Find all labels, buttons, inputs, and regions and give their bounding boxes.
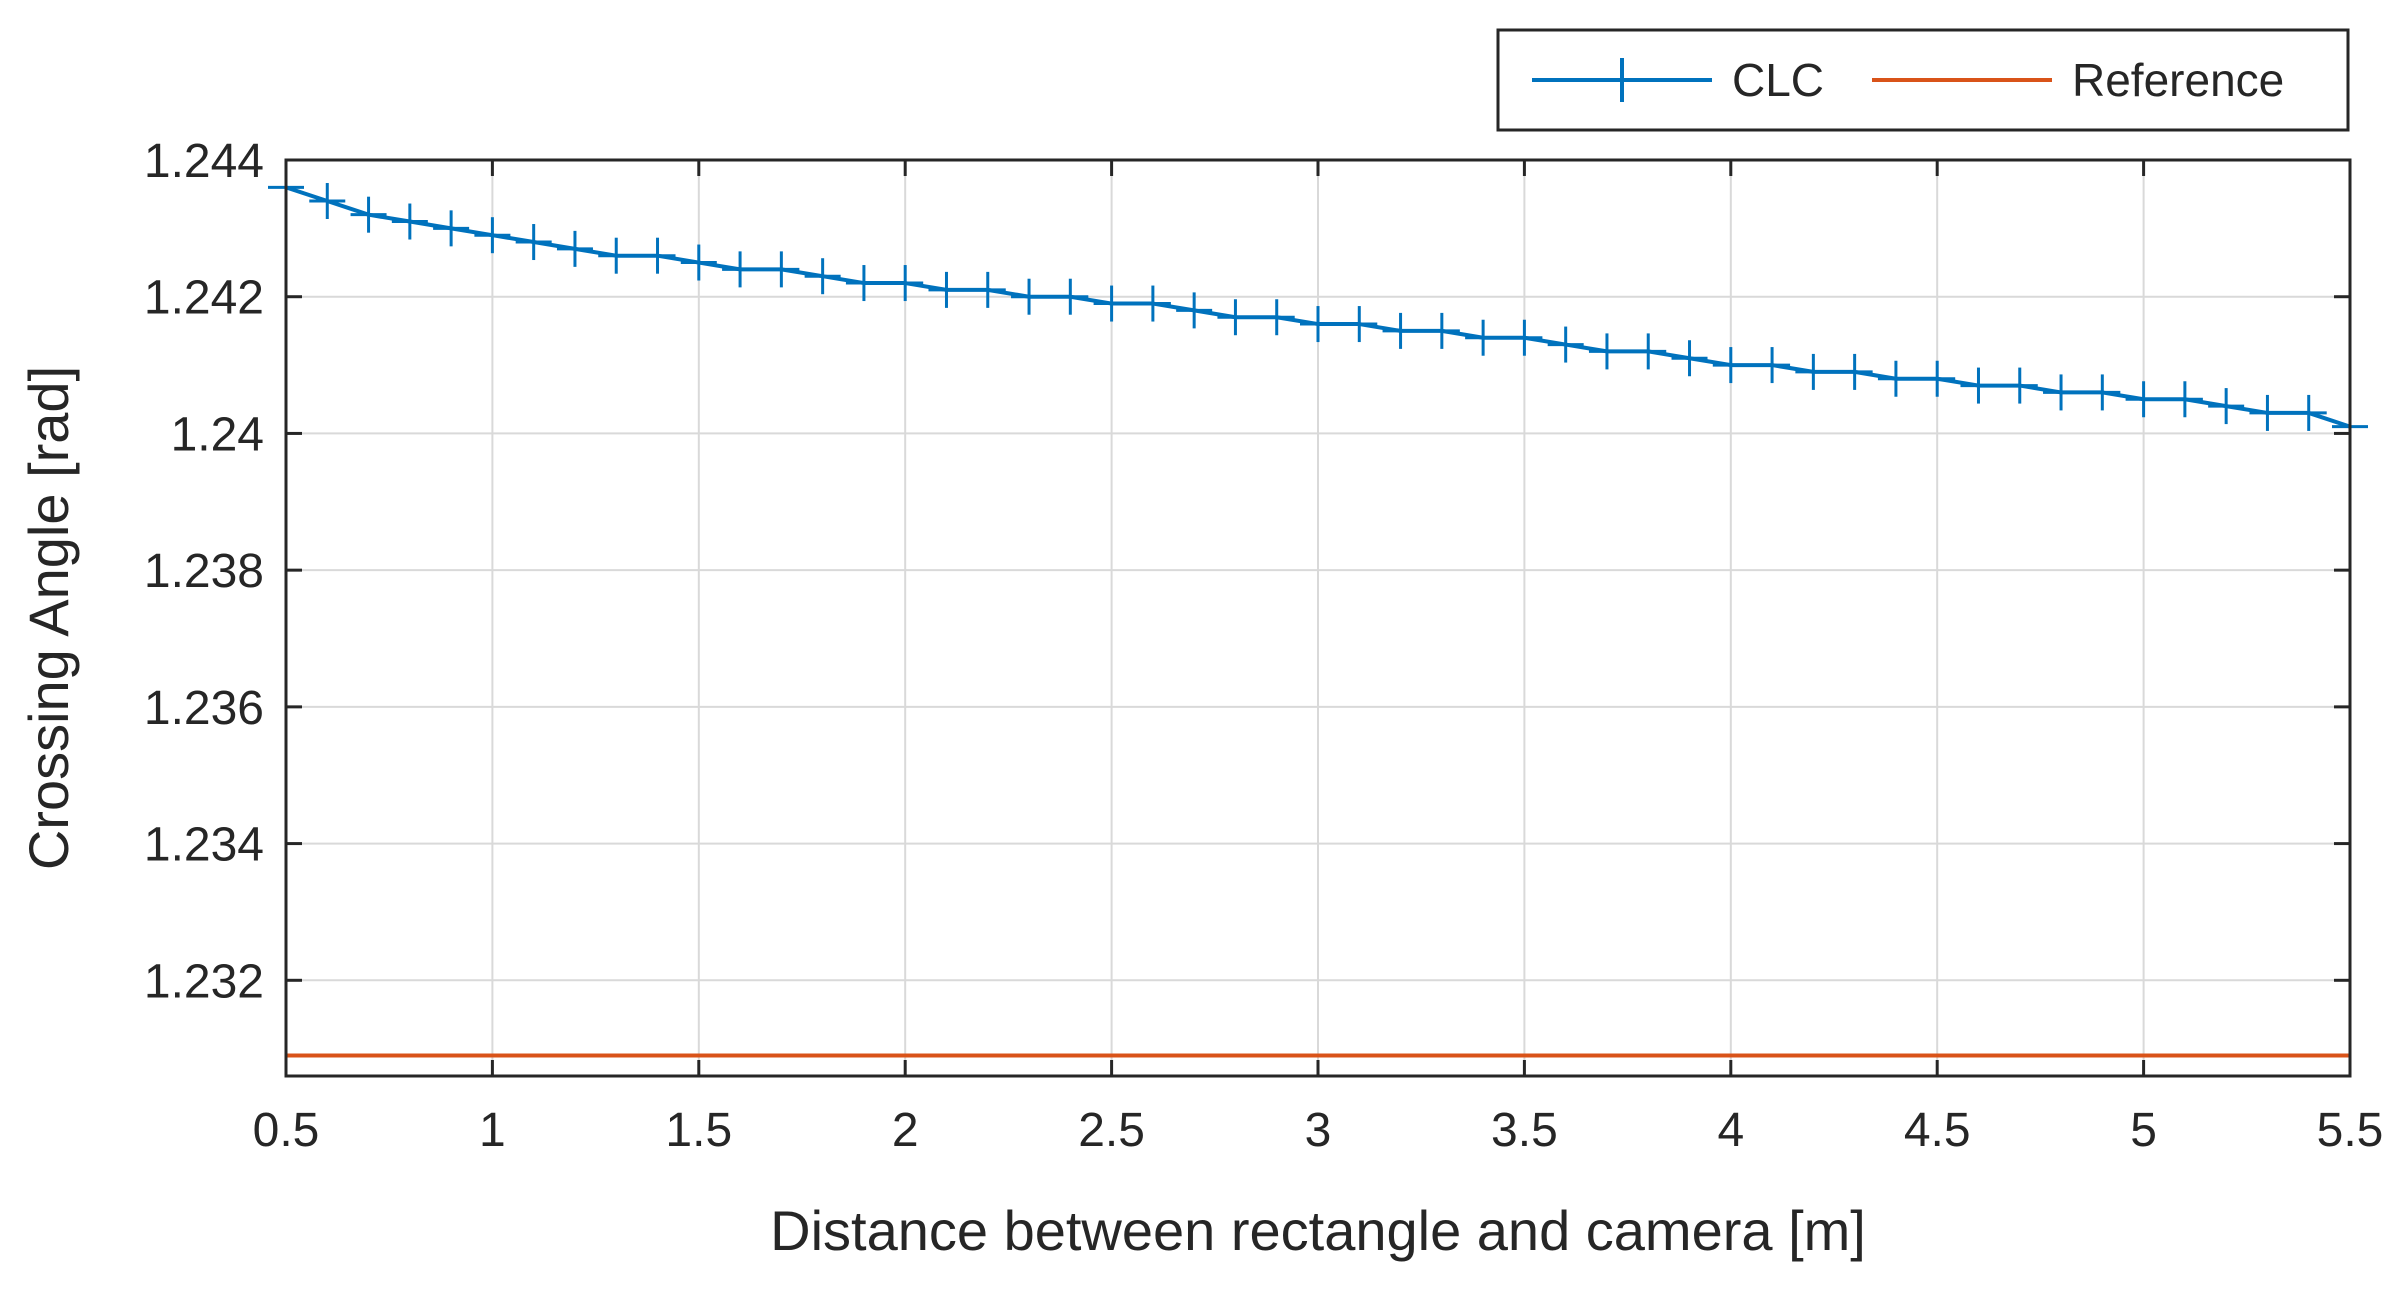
data-point-clc	[2166, 381, 2203, 418]
x-tick-label: 3.5	[1491, 1104, 1558, 1157]
data-point-clc	[556, 230, 593, 267]
data-point-clc	[1093, 285, 1130, 322]
data-point-clc	[969, 271, 1006, 308]
data-point-clc	[2290, 394, 2327, 431]
data-point-clc	[433, 210, 470, 247]
y-tick-label: 1.232	[144, 955, 264, 1008]
data-point-clc	[1465, 319, 1502, 356]
y-tick-label: 1.238	[144, 545, 264, 598]
data-point-clc	[1258, 299, 1295, 336]
grid-lines	[285, 159, 2351, 1076]
data-point-clc	[1134, 285, 1171, 322]
y-tick-label: 1.236	[144, 682, 264, 735]
data-point-clc	[1795, 353, 1832, 390]
data-point-clc	[928, 271, 965, 308]
y-tick-label: 1.24	[171, 408, 264, 461]
y-tick-label: 1.244	[144, 135, 264, 188]
data-point-clc	[1630, 333, 1667, 370]
data-point-clc	[1754, 347, 1791, 384]
data-point-clc	[763, 251, 800, 288]
data-point-clc	[1011, 278, 1048, 315]
axis-ticks: 0.5 1 1.5 2 2.5 3 3.5 4 4.5 5 5.5 1.232 1.234 1.236 1.…	[144, 135, 2383, 1157]
data-point-clc	[722, 251, 759, 288]
data-point-clc	[598, 237, 635, 274]
data-point-clc	[515, 224, 552, 261]
data-point-clc	[391, 203, 428, 240]
x-tick-label: 1	[479, 1104, 506, 1157]
x-axis-label: Distance between rectangle and camera [m…	[770, 1199, 1866, 1262]
data-point-clc	[1877, 360, 1914, 397]
y-tick-label: 1.242	[144, 272, 264, 325]
data-point-clc	[2001, 367, 2038, 404]
legend: CLC Reference	[1496, 28, 2350, 132]
x-tick-label: 5	[2130, 1104, 2157, 1157]
data-point-clc	[804, 258, 841, 295]
data-point-clc	[309, 183, 346, 220]
data-point-clc	[1919, 360, 1956, 397]
x-tick-label: 4	[1717, 1104, 1744, 1157]
x-tick-label: 5.5	[2317, 1104, 2384, 1157]
y-tick-label: 1.234	[144, 819, 264, 872]
data-point-clc	[2084, 374, 2121, 411]
data-point-clc	[1836, 353, 1873, 390]
legend-label-reference: Reference	[2072, 54, 2284, 106]
x-tick-label: 2	[892, 1104, 919, 1157]
data-point-clc	[1960, 367, 1997, 404]
data-point-clc	[1300, 306, 1336, 343]
data-point-clc	[1588, 333, 1625, 370]
data-point-clc	[1671, 340, 1708, 377]
legend-label-clc: CLC	[1732, 54, 1824, 106]
data-point-clc	[1176, 292, 1213, 329]
data-point-clc	[1423, 312, 1460, 349]
data-point-clc	[1712, 347, 1749, 384]
data-point-clc	[2208, 388, 2245, 425]
x-tick-label: 0.5	[253, 1104, 320, 1157]
data-point-clc	[639, 237, 676, 274]
data-point-clc	[1506, 319, 1543, 356]
data-point-clc	[2249, 394, 2286, 431]
data-point-clc	[350, 196, 387, 233]
data-point-clc	[1341, 306, 1378, 343]
y-axis-label: Crossing Angle [rad]	[17, 366, 80, 870]
data-point-clc	[845, 265, 882, 302]
x-tick-label: 3	[1305, 1104, 1332, 1157]
x-tick-label: 2.5	[1078, 1104, 1145, 1157]
data-point-clc	[887, 265, 924, 302]
data-point-clc	[1217, 299, 1254, 336]
data-point-clc	[1052, 278, 1089, 315]
data-point-clc	[1547, 326, 1584, 363]
data-point-clc	[2043, 374, 2080, 411]
data-point-clc	[680, 244, 717, 281]
x-tick-label: 4.5	[1904, 1104, 1971, 1157]
x-tick-label: 1.5	[665, 1104, 732, 1157]
data-point-clc	[474, 217, 511, 254]
data-point-clc	[1382, 312, 1419, 349]
data-point-clc	[2125, 381, 2162, 418]
